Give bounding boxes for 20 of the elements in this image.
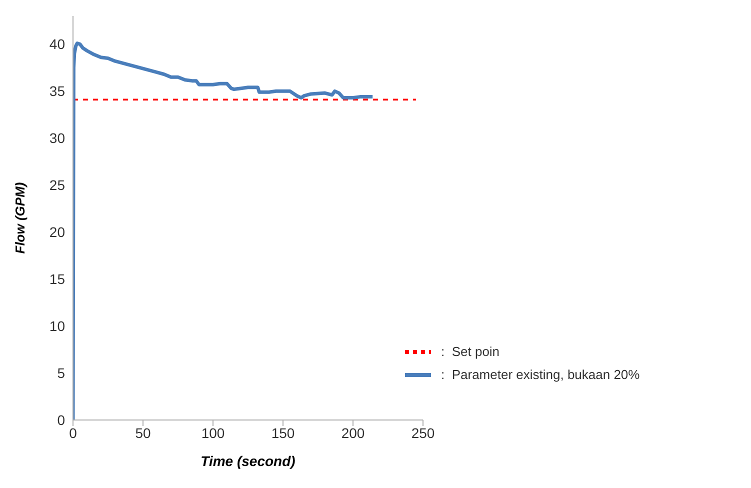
legend-label: : Set poin	[441, 344, 500, 359]
y-tick-label: 5	[57, 364, 66, 381]
x-tick-label: 200	[341, 424, 365, 441]
y-tick-label: 25	[49, 177, 66, 194]
y-axis-title: Flow (GPM)	[12, 182, 28, 254]
x-tick-label: 100	[201, 424, 225, 441]
y-tick-label: 0	[57, 412, 66, 428]
x-tick-label: 50	[135, 424, 151, 441]
y-tick-label: 40	[49, 36, 66, 52]
legend-label: : Parameter existing, bukaan 20%	[441, 367, 640, 382]
x-tick-label: 250	[411, 424, 435, 441]
line-series	[73, 41, 374, 420]
y-tick-label: 35	[49, 83, 66, 100]
x-tick-label: 0	[69, 424, 78, 441]
x-axis-title: Time (second)	[200, 453, 296, 469]
y-tick-label: 20	[49, 224, 66, 240]
y-tick-label: 30	[49, 130, 66, 146]
x-tick-label: 150	[271, 424, 295, 441]
y-tick-label: 15	[49, 271, 66, 288]
y-tick-label: 10	[49, 318, 66, 334]
